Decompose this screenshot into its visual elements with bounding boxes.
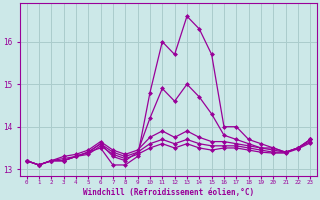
X-axis label: Windchill (Refroidissement éolien,°C): Windchill (Refroidissement éolien,°C) xyxy=(83,188,254,197)
